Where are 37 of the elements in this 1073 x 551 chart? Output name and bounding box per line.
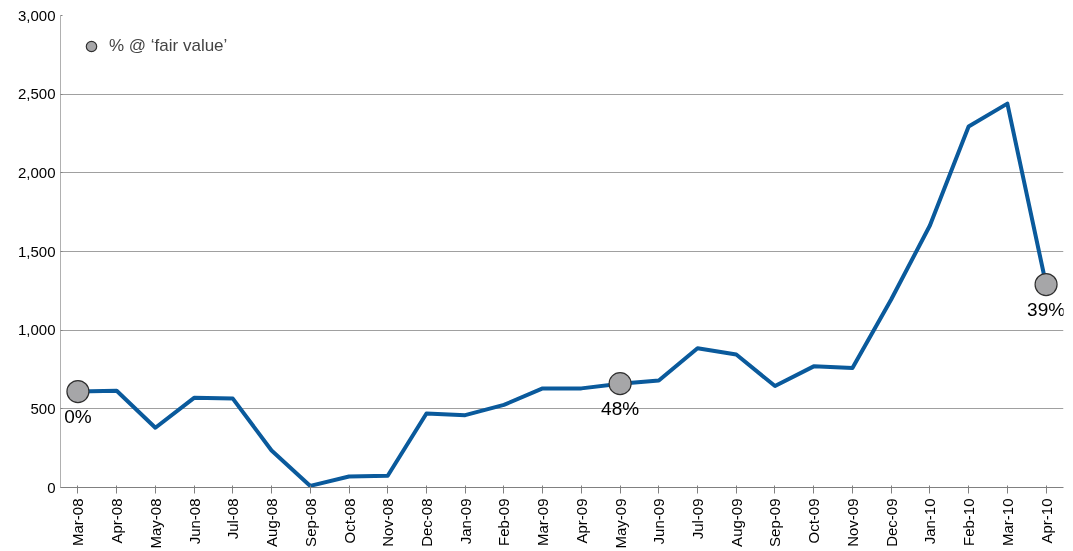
- x-tick-label: Aug-09: [727, 498, 745, 547]
- x-tick-label: Mar-10: [998, 498, 1016, 547]
- y-tick-label: 2,500: [17, 85, 56, 103]
- y-tick-label: 0: [47, 478, 56, 496]
- x-tick-label: May-08: [146, 498, 164, 549]
- x-tick-label: Jan-09: [456, 498, 474, 545]
- x-tick-label: Jan-10: [921, 498, 939, 545]
- annotation: 48%: [601, 397, 640, 419]
- y-tick-label: 1,500: [17, 242, 56, 260]
- x-tick-label: Dec-08: [417, 498, 435, 547]
- x-tick-label: Jul-08: [224, 498, 242, 540]
- x-tick-label: Sep-09: [766, 498, 784, 547]
- x-tick-label: Oct-08: [340, 498, 358, 544]
- x-tick-label: Apr-08: [108, 498, 126, 544]
- x-tick-label: Aug-08: [263, 498, 281, 547]
- x-tick-label: Jun-08: [185, 498, 203, 545]
- x-tick-label: Jun-09: [650, 498, 668, 545]
- y-tick-label: 500: [30, 399, 56, 417]
- x-tick-label: Feb-09: [495, 498, 513, 547]
- x-tick-label: Feb-10: [960, 498, 978, 547]
- x-tick-label: Jul-09: [689, 498, 707, 540]
- annotation: 0%: [64, 405, 92, 427]
- y-tick-label: 1,000: [17, 321, 56, 339]
- x-tick-label: May-09: [611, 498, 629, 549]
- x-tick-label: Oct-09: [805, 498, 823, 544]
- legend-label: % @ ‘fair value’: [109, 36, 228, 56]
- x-tick-label: Apr-09: [572, 498, 590, 544]
- x-tick-label: Dec-09: [882, 498, 900, 547]
- x-tick-label: Mar-08: [69, 498, 87, 547]
- x-tick-label: Nov-09: [843, 498, 861, 547]
- y-tick-label: 2,000: [17, 163, 56, 181]
- x-tick-label: Mar-09: [534, 498, 552, 547]
- y-tick-label: 3,000: [17, 6, 56, 24]
- x-tick-label: Nov-08: [379, 498, 397, 547]
- x-tick-label: Apr-10: [1037, 498, 1055, 544]
- x-tick-label: Sep-08: [301, 498, 319, 547]
- annotation: 39%: [1027, 298, 1066, 320]
